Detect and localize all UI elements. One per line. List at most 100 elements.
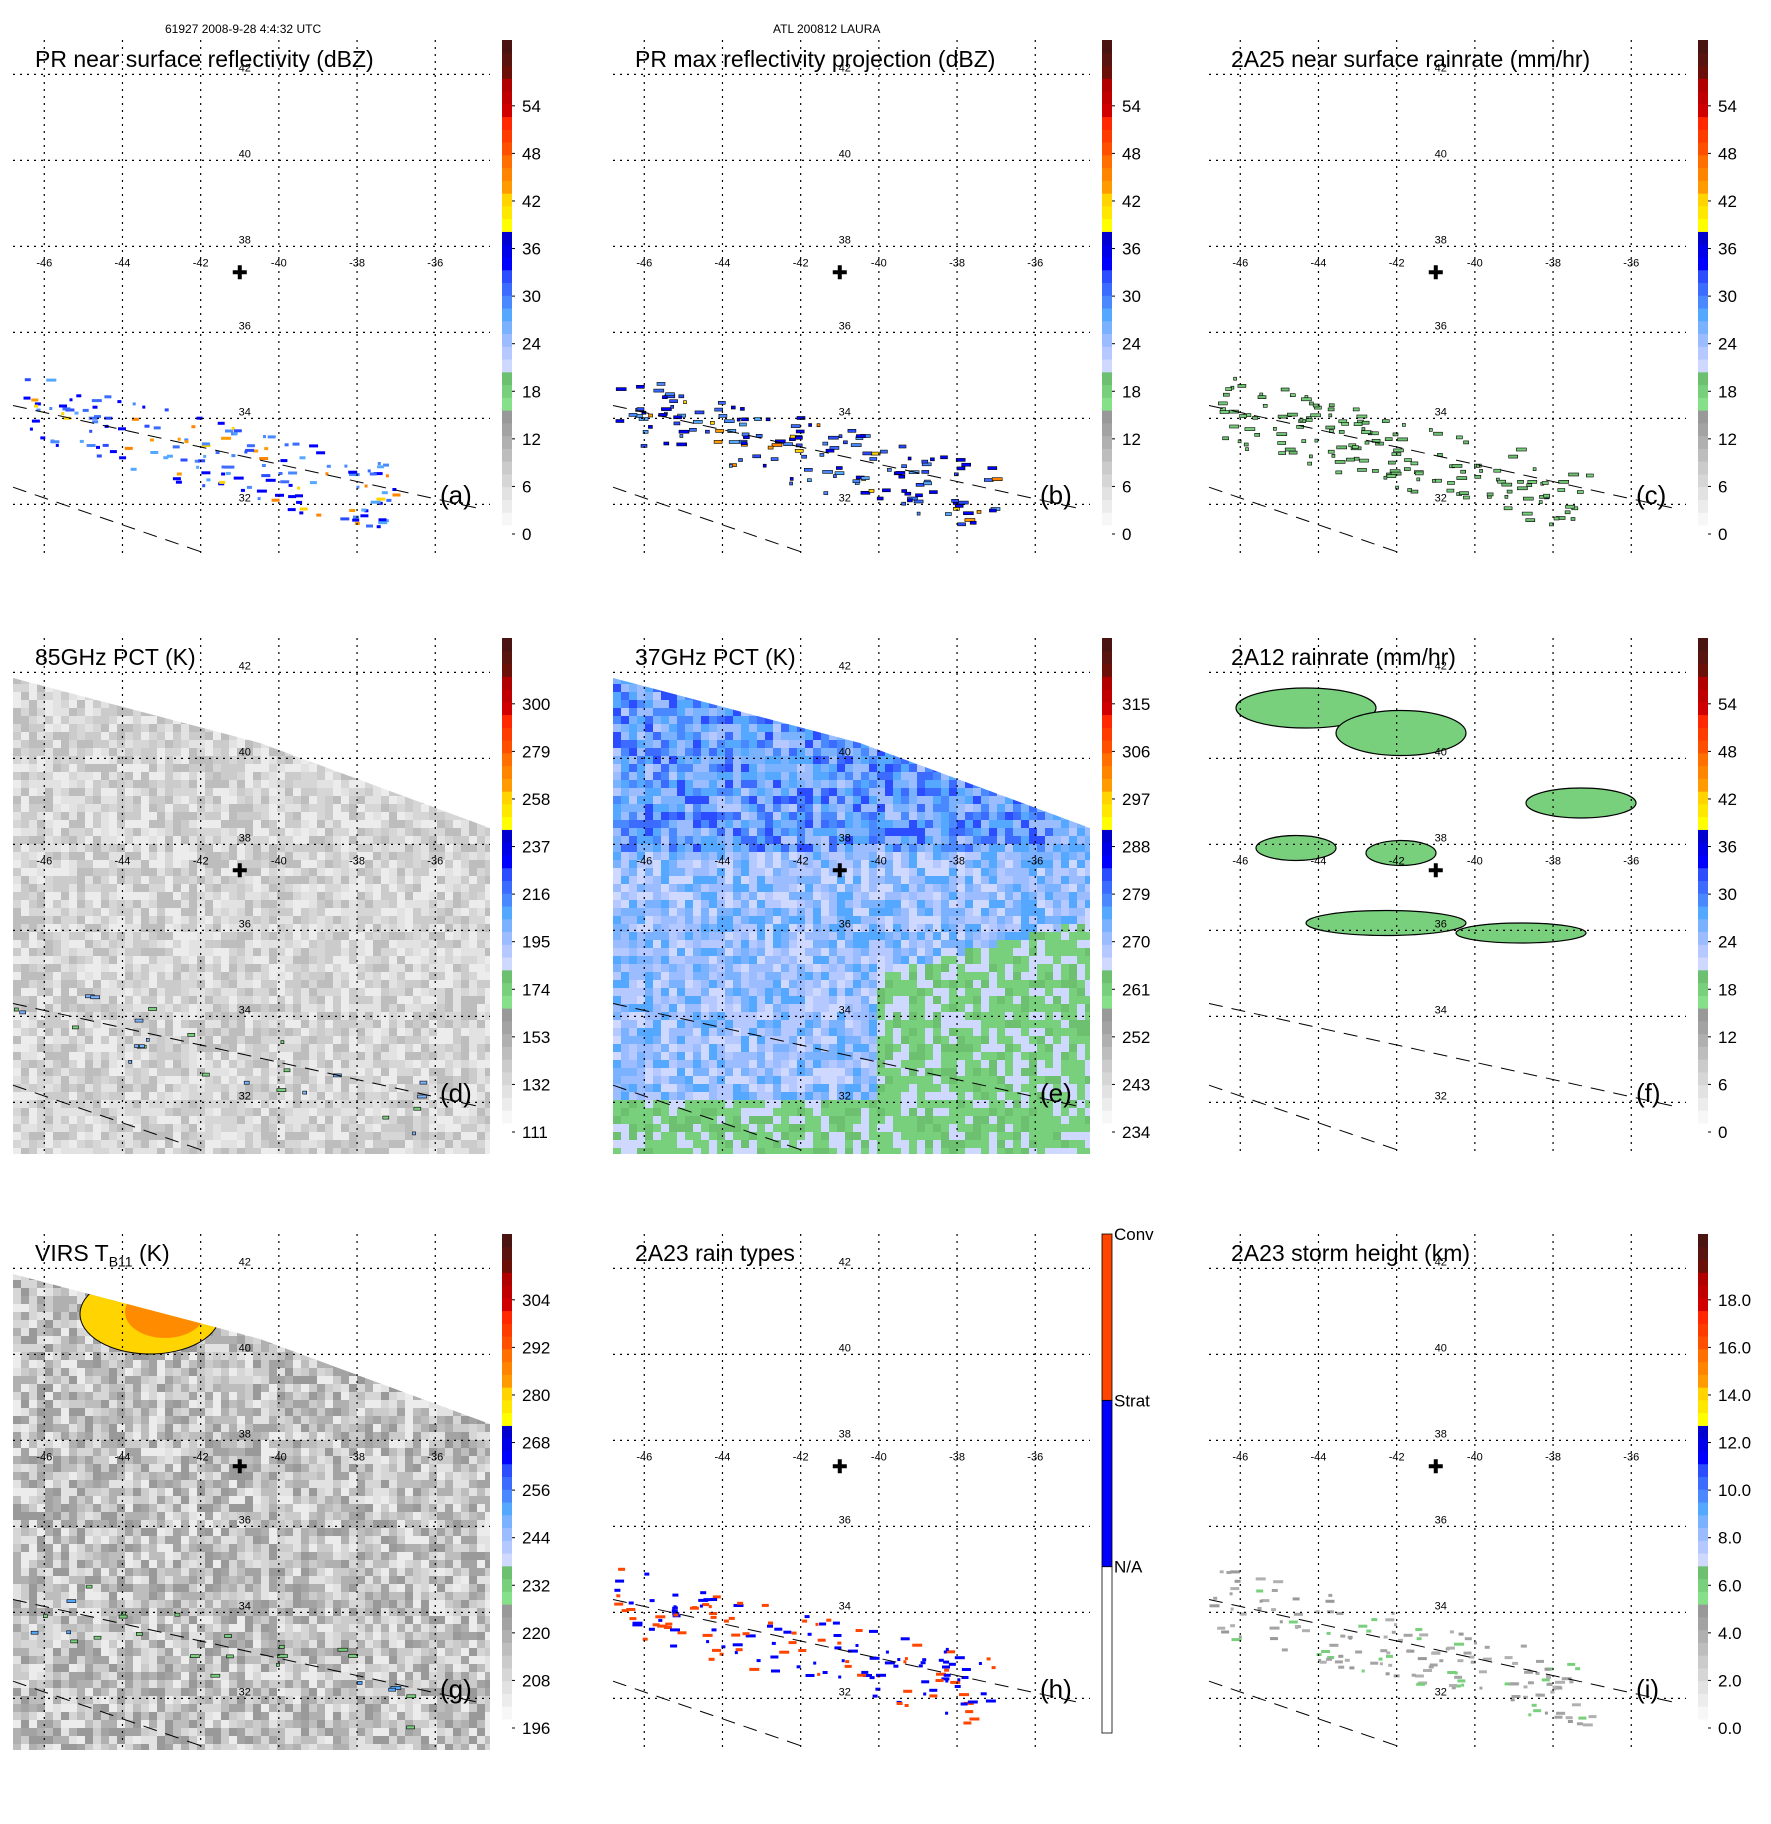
field-cell — [181, 900, 189, 908]
field-cell — [149, 852, 157, 860]
field-cell — [269, 884, 277, 892]
field-cell — [421, 988, 429, 996]
field-cell — [285, 764, 293, 772]
field-cell — [749, 708, 757, 716]
field-cell — [485, 964, 493, 972]
field-cell — [165, 1060, 173, 1068]
field-cell — [333, 676, 341, 684]
colorbar-segment — [1698, 244, 1708, 257]
field-cell — [461, 948, 469, 956]
field-cell — [453, 700, 461, 708]
field-cell — [189, 868, 197, 876]
field-cell — [157, 916, 165, 924]
field-cell — [461, 708, 469, 716]
field-cell — [101, 852, 109, 860]
field-cell — [333, 956, 341, 964]
field-cell — [397, 1092, 405, 1100]
echo-pixel — [1337, 446, 1347, 449]
field-cell — [437, 740, 445, 748]
colorbar-segment — [502, 881, 512, 894]
field-cell — [469, 724, 477, 732]
field-cell — [325, 1148, 333, 1156]
field-cell — [277, 676, 285, 684]
field-cell — [133, 1092, 141, 1100]
echo-pixel — [266, 479, 276, 482]
echo-pixel — [674, 422, 680, 425]
field-cell — [141, 1084, 149, 1092]
field-cell — [13, 852, 21, 860]
field-cell — [933, 700, 941, 708]
field-cell — [301, 980, 309, 988]
field-cell — [165, 756, 173, 764]
field-cell — [117, 1028, 125, 1036]
field-cell — [149, 940, 157, 948]
field-cell — [69, 1068, 77, 1076]
field-cell — [61, 988, 69, 996]
field-cell — [133, 676, 141, 684]
field-cell — [405, 932, 413, 940]
field-cell — [477, 860, 485, 868]
colorbar-segment — [502, 983, 512, 996]
field-cell — [957, 708, 965, 716]
field-cell — [189, 692, 197, 700]
field-cell — [21, 684, 29, 692]
echo-pixel — [1533, 468, 1536, 471]
echo-pixel — [261, 474, 270, 477]
field-cell — [13, 748, 21, 756]
echo-pixel — [882, 489, 890, 492]
lon-tick-label: -42 — [793, 257, 809, 269]
field-cell — [13, 796, 21, 804]
field-cell — [101, 1124, 109, 1132]
field-cell — [277, 772, 285, 780]
field-cell — [397, 988, 405, 996]
field-cell — [149, 1020, 157, 1028]
field-cell — [381, 1068, 389, 1076]
field-cell — [13, 1020, 21, 1028]
field-cell — [341, 1148, 349, 1156]
field-cell — [469, 692, 477, 700]
field-cell — [413, 1100, 421, 1108]
echo-pixel — [1516, 448, 1526, 451]
field-cell — [669, 676, 677, 684]
field-cell — [365, 1092, 373, 1100]
field-cell — [341, 932, 349, 940]
field-cell — [349, 732, 357, 740]
field-cell — [229, 716, 237, 724]
field-cell — [965, 716, 973, 724]
field-cell — [317, 1092, 325, 1100]
field-cell — [317, 748, 325, 756]
field-cell — [477, 1076, 485, 1084]
field-cell — [373, 700, 381, 708]
field-cell — [365, 828, 373, 836]
field-cell — [173, 732, 181, 740]
field-cell — [453, 772, 461, 780]
field-cell — [13, 884, 21, 892]
field-cell — [341, 740, 349, 748]
field-cell — [29, 1052, 37, 1060]
colorbar-segment — [1102, 385, 1112, 398]
field-cell — [405, 1068, 413, 1076]
field-cell — [485, 796, 493, 804]
field-cell — [389, 1004, 397, 1012]
field-cell — [349, 1092, 357, 1100]
field-cell — [477, 908, 485, 916]
field-cell — [285, 1028, 293, 1036]
field-cell — [285, 796, 293, 804]
field-cell — [413, 988, 421, 996]
field-cell — [461, 996, 469, 1004]
field-cell — [133, 740, 141, 748]
field-cell — [357, 692, 365, 700]
field-cell — [1085, 676, 1093, 684]
field-cell — [453, 964, 461, 972]
field-cell — [133, 708, 141, 716]
field-cell — [213, 1084, 221, 1092]
field-cell — [293, 820, 301, 828]
field-cell — [213, 988, 221, 996]
field-cell — [205, 1116, 213, 1124]
field-cell — [157, 772, 165, 780]
field-cell — [133, 892, 141, 900]
field-cell — [21, 1020, 29, 1028]
field-cell — [13, 916, 21, 924]
field-cell — [125, 820, 133, 828]
swath-edge-south — [613, 487, 801, 552]
